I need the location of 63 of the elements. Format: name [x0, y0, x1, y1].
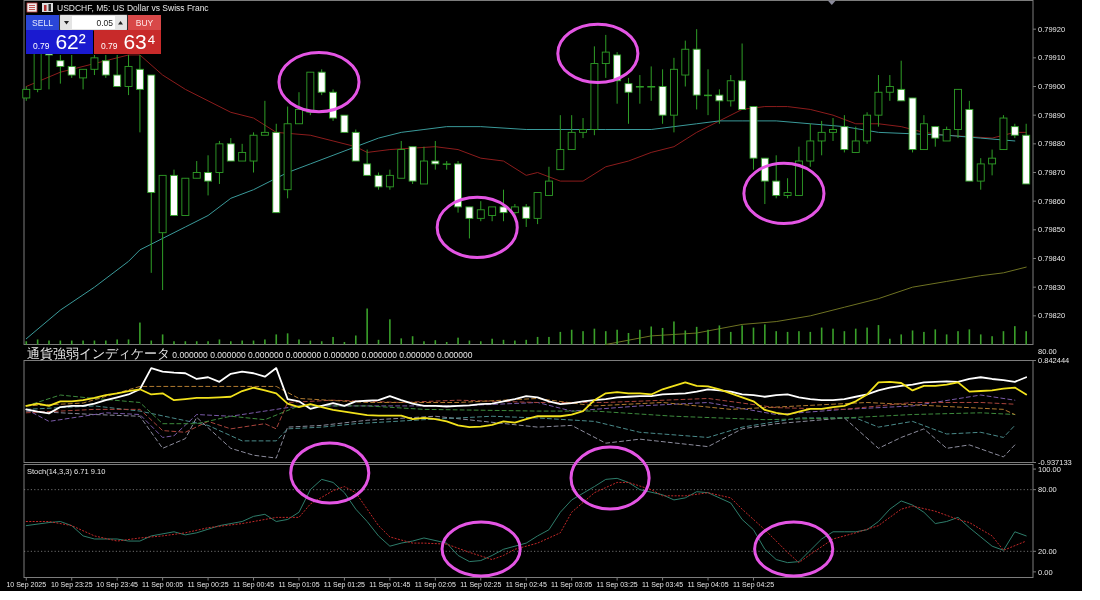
annotation: 0.79 62² [33, 30, 86, 53]
candlestick [101, 54, 110, 79]
buy-button: BUY [128, 15, 161, 30]
candlestick [556, 114, 565, 171]
candlestick [431, 140, 440, 171]
candlestick [624, 77, 633, 125]
line-series [25, 410, 1016, 459]
candlestick [840, 114, 849, 153]
candlestick [931, 126, 940, 148]
ask-price-box: 0.79 63⁴ [94, 30, 161, 54]
line-series [25, 380, 1028, 429]
candlestick [715, 88, 724, 125]
candlestick [647, 65, 656, 102]
candlestick [601, 34, 610, 79]
candlestick [874, 74, 883, 128]
sell-button: SELL [26, 15, 59, 30]
candlestick [226, 137, 235, 162]
candlestick [851, 126, 860, 153]
candlestick [385, 169, 394, 191]
candlestick [806, 123, 815, 168]
candlestick [635, 74, 644, 105]
candlestick [363, 149, 372, 176]
candlestick [420, 146, 428, 185]
lot-size-field: 0.05 [59, 14, 128, 31]
candlestick [783, 177, 792, 199]
candlestick [204, 154, 213, 196]
candlestick [260, 100, 269, 136]
candlestick [56, 54, 65, 85]
annotation: BUY [135, 18, 154, 28]
candlestick [567, 114, 576, 151]
candlestick [885, 74, 894, 102]
candlestick [976, 157, 985, 191]
candlestick [476, 200, 485, 222]
candlestick [124, 54, 133, 96]
annotation: 0.79 63⁴ [101, 30, 156, 53]
annotation: 0.05 [96, 18, 114, 28]
candlestick [499, 189, 508, 222]
candlestick [829, 117, 837, 142]
candlestick [704, 68, 712, 116]
chart-title: USDCHF, M5: US Dollar vs Swiss Franc [57, 3, 210, 13]
line-series [25, 54, 1027, 182]
bid-price-box: 0.79 62² [26, 30, 93, 54]
line-series [25, 367, 1028, 415]
candlestick [67, 54, 76, 79]
line-series [605, 266, 1027, 345]
candlestick [317, 68, 326, 96]
line-series [25, 120, 1016, 340]
candlestick [522, 203, 531, 228]
candlestick [817, 120, 826, 156]
chart-title: 通貨強弱インディケータ 0.000000 0.000000 0.000000 0.000000 0.000000 0.000000 0.000000 0.000000 [27, 345, 473, 361]
candlestick [772, 154, 781, 199]
candlestick [113, 54, 122, 87]
candlestick [545, 166, 553, 196]
candlestick [79, 68, 88, 90]
candlestick [135, 54, 144, 133]
candlestick [579, 117, 587, 139]
candlestick [897, 60, 906, 102]
annotation: SELL [32, 18, 54, 28]
candlestick [465, 206, 474, 239]
candlestick [90, 54, 99, 76]
candlestick [726, 74, 735, 108]
candlestick [988, 149, 997, 176]
candlestick [295, 91, 303, 125]
